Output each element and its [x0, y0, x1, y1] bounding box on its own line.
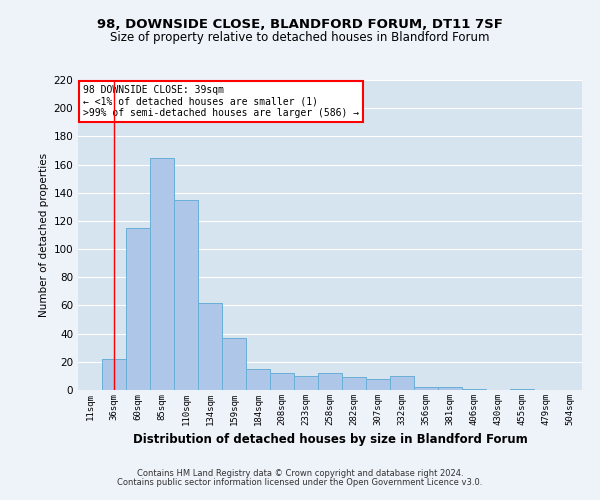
Bar: [438, 387, 462, 390]
Bar: [414, 387, 438, 390]
Bar: [342, 378, 366, 390]
Bar: [294, 376, 318, 390]
Text: Size of property relative to detached houses in Blandford Forum: Size of property relative to detached ho…: [110, 31, 490, 44]
Y-axis label: Number of detached properties: Number of detached properties: [39, 153, 49, 317]
Bar: [102, 359, 126, 390]
Bar: [462, 388, 486, 390]
Text: 98, DOWNSIDE CLOSE, BLANDFORD FORUM, DT11 7SF: 98, DOWNSIDE CLOSE, BLANDFORD FORUM, DT1…: [97, 18, 503, 30]
Bar: [390, 376, 414, 390]
Text: Contains HM Land Registry data © Crown copyright and database right 2024.: Contains HM Land Registry data © Crown c…: [137, 469, 463, 478]
Bar: [150, 158, 174, 390]
Bar: [246, 369, 270, 390]
Bar: [510, 388, 534, 390]
Bar: [174, 200, 198, 390]
X-axis label: Distribution of detached houses by size in Blandford Forum: Distribution of detached houses by size …: [133, 434, 527, 446]
Bar: [222, 338, 246, 390]
Bar: [318, 373, 342, 390]
Text: Contains public sector information licensed under the Open Government Licence v3: Contains public sector information licen…: [118, 478, 482, 487]
Bar: [270, 373, 294, 390]
Bar: [126, 228, 150, 390]
Text: 98 DOWNSIDE CLOSE: 39sqm
← <1% of detached houses are smaller (1)
>99% of semi-d: 98 DOWNSIDE CLOSE: 39sqm ← <1% of detach…: [83, 84, 359, 118]
Bar: [366, 378, 390, 390]
Bar: [198, 302, 222, 390]
